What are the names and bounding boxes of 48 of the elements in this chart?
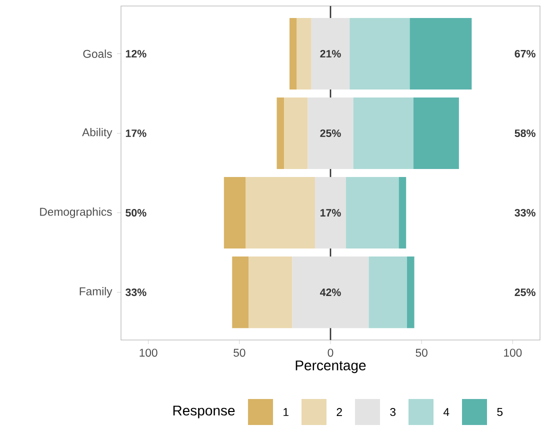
bar <box>350 18 410 90</box>
data-label: 42% <box>320 288 341 296</box>
bar <box>292 256 369 328</box>
x-tick-label: 100 <box>140 348 158 357</box>
bar <box>368 256 408 328</box>
annotation: 17% <box>126 129 146 138</box>
bar <box>413 97 459 170</box>
legend-label: 5 <box>497 408 503 416</box>
bar <box>308 97 354 170</box>
x-tick-label: 50 <box>234 348 246 357</box>
y-tick-label: Family <box>80 287 112 298</box>
legend-title: Response <box>173 406 235 418</box>
bar <box>296 18 312 90</box>
annotation: 67% <box>514 50 536 58</box>
bar <box>290 18 297 90</box>
x-tick-label: 50 <box>416 348 428 357</box>
annotation: 58% <box>514 129 536 138</box>
data-label: 25% <box>320 129 341 138</box>
legend-label: 3 <box>390 408 396 416</box>
bar <box>276 97 284 170</box>
bar <box>315 176 346 249</box>
legend-label: 1 <box>284 408 288 416</box>
y-tick-label: Demographics <box>40 207 112 218</box>
annotation: 12% <box>126 50 146 58</box>
y-tick-label: Ability <box>82 128 112 139</box>
bar <box>407 256 414 328</box>
annotation: 33% <box>126 288 146 296</box>
bar <box>311 18 350 90</box>
annotation: 33% <box>514 208 536 217</box>
bar <box>224 176 246 249</box>
bar <box>353 97 414 170</box>
bar <box>346 176 399 249</box>
bar <box>410 18 472 90</box>
bar <box>246 176 316 249</box>
legend-label: 4 <box>443 408 450 416</box>
annotation: 25% <box>514 288 536 296</box>
legend-label: 2 <box>336 408 342 416</box>
annotation: 50% <box>126 209 146 217</box>
bar <box>232 256 249 328</box>
bar <box>398 176 406 249</box>
x-tick-label: 100 <box>504 348 522 357</box>
bar <box>248 256 292 328</box>
bar <box>284 97 308 170</box>
data-label: 17% <box>320 209 341 217</box>
x-axis-title: Percentage <box>296 360 366 374</box>
x-tick-label: 0 <box>328 348 334 357</box>
y-tick-label: Goals <box>83 50 112 58</box>
data-label: 21% <box>320 50 341 58</box>
